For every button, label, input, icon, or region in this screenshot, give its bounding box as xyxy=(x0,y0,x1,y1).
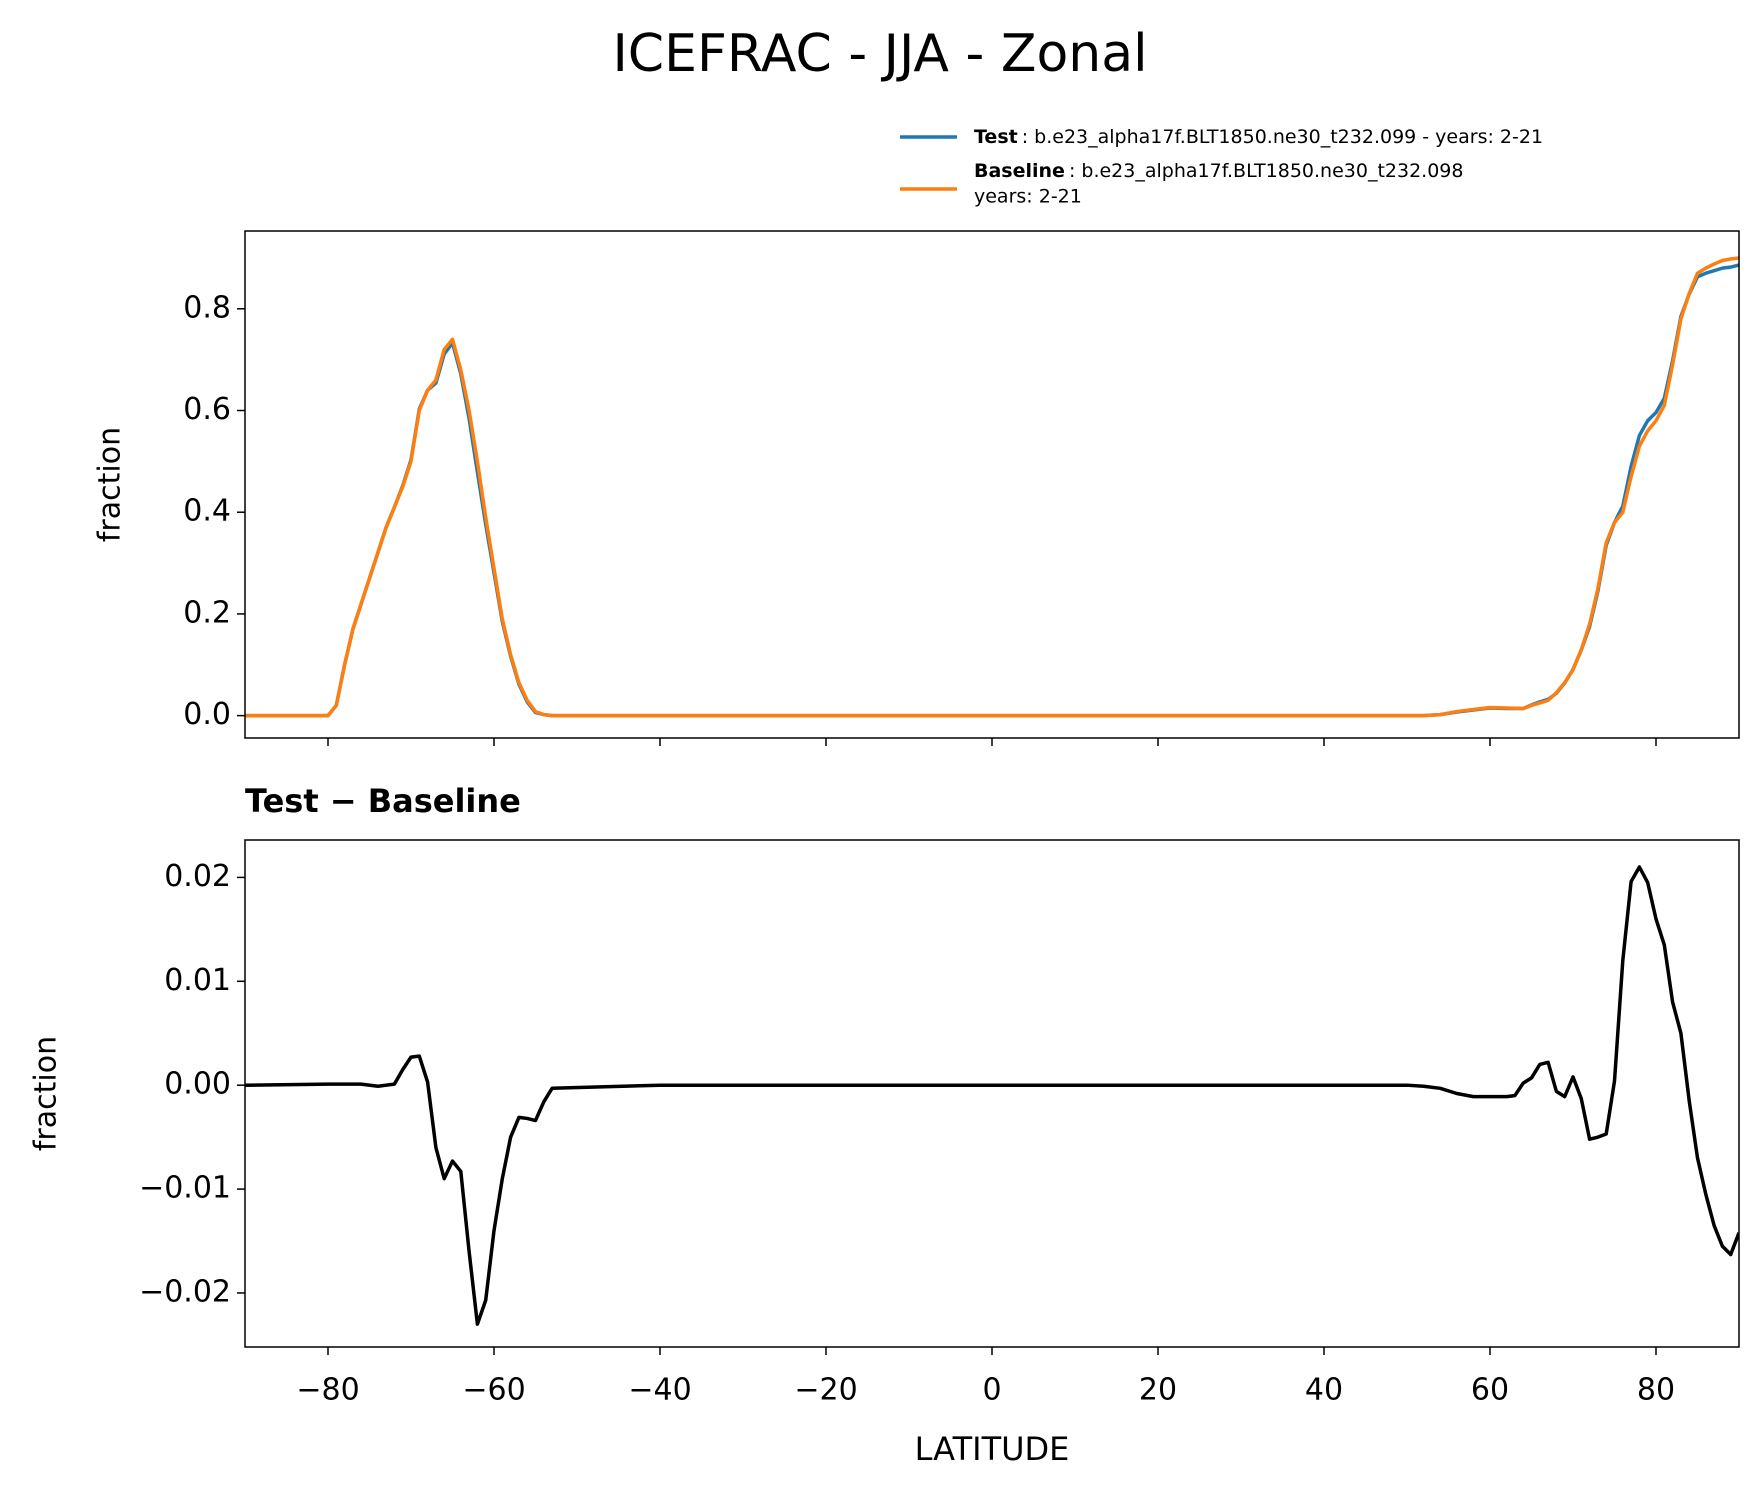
legend-entry: Test: b.e23_alpha17f.BLT1850.ne30_t232.0… xyxy=(974,126,1543,148)
axes-title: Test − Baseline xyxy=(245,782,521,820)
x-tick-label: −20 xyxy=(794,1373,857,1408)
x-axis-label: LATITUDE xyxy=(915,1430,1070,1468)
y-tick-label: 0.6 xyxy=(183,392,231,427)
y-tick-label: −0.01 xyxy=(139,1171,231,1206)
x-tick-label: 20 xyxy=(1139,1373,1177,1408)
series-line xyxy=(245,263,1739,718)
axes-frame xyxy=(244,230,1740,739)
y-tick-label: 0.02 xyxy=(164,859,231,894)
y-axis-label: fraction xyxy=(29,1036,64,1151)
legend-label: : b.e23_alpha17f.BLT1850.ne30_t232.099 -… xyxy=(1022,126,1543,148)
figure-title: ICEFRAC - JJA - Zonal xyxy=(612,24,1147,84)
x-tick-label: −60 xyxy=(462,1373,525,1408)
y-tick-label: 0.0 xyxy=(183,697,231,732)
x-tick-label: 80 xyxy=(1637,1373,1675,1408)
x-tick-label: 60 xyxy=(1471,1373,1509,1408)
x-tick-label: −40 xyxy=(628,1373,691,1408)
plot-area xyxy=(245,865,1739,1326)
y-tick-label: 0.01 xyxy=(164,963,231,998)
series-line xyxy=(245,256,1739,718)
legend-label: : b.e23_alpha17f.BLT1850.ne30_t232.098 xyxy=(1069,160,1464,182)
legend-name: Baseline xyxy=(974,160,1065,182)
legend-name: Test xyxy=(974,126,1018,148)
axes-frame xyxy=(244,839,1740,1348)
y-tick-label: 0.8 xyxy=(183,290,231,325)
y-tick-label: 0.00 xyxy=(164,1067,231,1102)
legend-label: years: 2-21 xyxy=(974,186,1082,208)
x-tick-label: 40 xyxy=(1305,1373,1343,1408)
x-tick-label: −80 xyxy=(296,1373,359,1408)
y-tick-label: 0.2 xyxy=(183,595,231,630)
legend-entry: Baseline: b.e23_alpha17f.BLT1850.ne30_t2… xyxy=(974,160,1463,182)
plot-area xyxy=(245,256,1739,718)
series-line xyxy=(245,865,1739,1326)
y-tick-label: −0.02 xyxy=(139,1274,231,1309)
x-tick-label: 0 xyxy=(982,1373,1001,1408)
y-tick-label: 0.4 xyxy=(183,494,231,529)
y-axis-label: fraction xyxy=(93,427,128,542)
